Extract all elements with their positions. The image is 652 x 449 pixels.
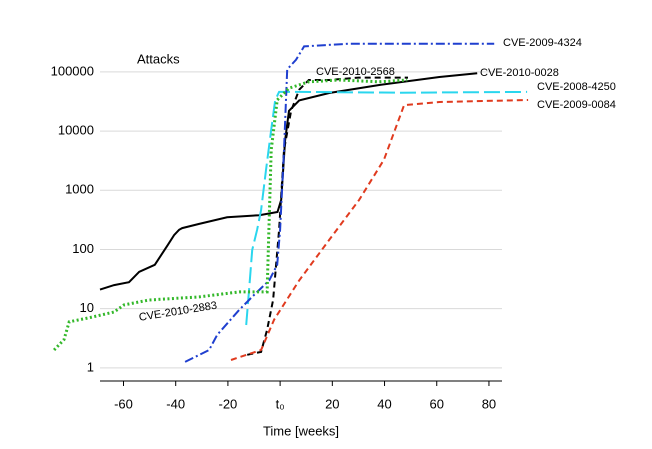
y-tick-label: 1 — [87, 359, 94, 374]
series-line — [184, 42, 495, 363]
x-tick-label: 80 — [482, 396, 496, 411]
y-tick-label: 100000 — [51, 63, 94, 78]
y-tick-label: 10000 — [58, 123, 94, 138]
x-tick-label: 40 — [377, 396, 391, 411]
series-line — [246, 76, 408, 356]
series-line — [245, 90, 528, 326]
x-tick-label: -60 — [114, 396, 133, 411]
series-label: CVE-2010-0028 — [480, 67, 559, 79]
x-axis-label: Time [weeks] — [263, 423, 339, 438]
x-tick-label: 20 — [325, 396, 339, 411]
series-label: CVE-2009-0084 — [537, 99, 616, 111]
y-axis-label: Attacks — [137, 51, 180, 66]
y-tick-label: 10 — [80, 300, 94, 315]
x-tick-label: t₀ — [276, 396, 285, 411]
x-tick-label: 60 — [430, 396, 444, 411]
y-tick-label: 1000 — [65, 182, 94, 197]
series-label: CVE-2010-2883 — [138, 300, 218, 324]
y-tick-label: 100 — [72, 241, 94, 256]
series-label: CVE-2008-4250 — [537, 81, 616, 93]
series-line — [99, 72, 478, 291]
series-line — [230, 99, 529, 361]
series-line — [53, 78, 408, 352]
series-label: CVE-2010-2568 — [316, 66, 395, 78]
x-tick-label: -20 — [219, 396, 238, 411]
x-tick-label: -40 — [166, 396, 185, 411]
series-label: CVE-2009-4324 — [503, 37, 582, 49]
